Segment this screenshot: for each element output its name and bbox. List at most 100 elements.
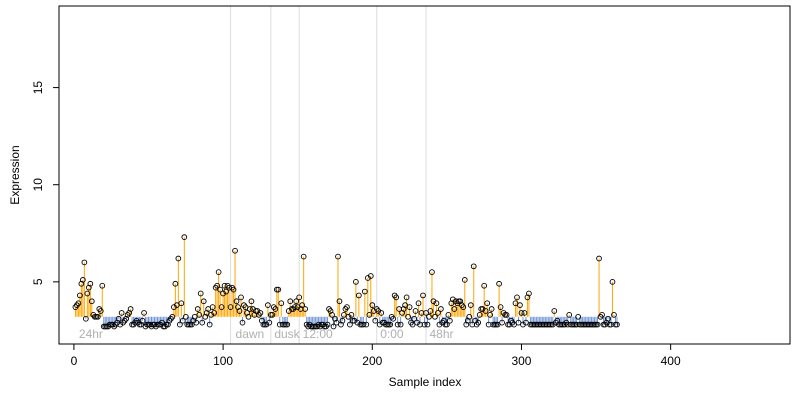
- data-point: [488, 306, 495, 312]
- data-point: [466, 313, 473, 320]
- data-point: [330, 323, 337, 330]
- data-point: [300, 253, 307, 260]
- data-point: [197, 290, 204, 297]
- data-point: [227, 304, 234, 310]
- data-point: [339, 317, 346, 324]
- data-point: [302, 306, 309, 312]
- data-point: [245, 313, 252, 320]
- data-point: [599, 312, 605, 318]
- data-point: [218, 304, 225, 310]
- data-point: [481, 282, 488, 289]
- data-point: [278, 300, 285, 307]
- data-point: [266, 319, 273, 326]
- data-point: [348, 312, 355, 318]
- data-point: [296, 294, 303, 301]
- data-point: [614, 321, 620, 328]
- data-point: [366, 312, 373, 318]
- data-point: [460, 304, 467, 310]
- data-point: [265, 302, 271, 308]
- y-tick-label: 15: [31, 81, 45, 95]
- data-point: [196, 312, 203, 318]
- data-point: [461, 277, 468, 283]
- data-point: [176, 321, 183, 328]
- data-point: [387, 321, 394, 328]
- data-point: [363, 321, 370, 328]
- data-point: [141, 310, 147, 316]
- data-point: [367, 273, 374, 279]
- data-point: [397, 321, 404, 328]
- data-point: [475, 319, 482, 326]
- data-point: [433, 300, 440, 307]
- data-point: [329, 312, 335, 318]
- data-point: [467, 302, 474, 308]
- data-point: [336, 298, 343, 305]
- data-point: [566, 312, 573, 318]
- data-point: [335, 253, 341, 260]
- data-point: [605, 315, 611, 322]
- data-point: [432, 313, 438, 320]
- data-point: [209, 304, 216, 310]
- data-point: [361, 288, 368, 295]
- region-label-layer: 24hr dawn dusk 12:00 0:00 48hr: [79, 327, 454, 341]
- data-point: [487, 312, 493, 318]
- data-point: [344, 304, 350, 310]
- data-point: [84, 290, 91, 297]
- data-point: [215, 269, 222, 275]
- data-point: [287, 298, 294, 305]
- data-point: [206, 321, 213, 328]
- data-point: [403, 294, 410, 301]
- data-point: [405, 313, 411, 320]
- data-point: [378, 310, 385, 316]
- data-point: [596, 255, 602, 262]
- data-point: [217, 286, 223, 293]
- x-tick-label: 200: [362, 354, 382, 368]
- data-point: [470, 263, 477, 270]
- time-divider-layer: [230, 6, 427, 344]
- data-point: [178, 300, 185, 307]
- data-point: [181, 234, 188, 241]
- data-point: [575, 313, 582, 320]
- data-point: [223, 288, 229, 295]
- data-point: [194, 306, 201, 312]
- region-label: dawn: [236, 327, 265, 341]
- x-tick-label: 0: [71, 354, 78, 368]
- data-point: [360, 321, 367, 328]
- point-layer: [72, 234, 620, 330]
- data-point: [390, 315, 397, 322]
- data-point: [291, 304, 298, 310]
- region-label: 48hr: [429, 327, 453, 341]
- data-point: [421, 321, 428, 328]
- data-point: [353, 278, 359, 285]
- data-point: [169, 313, 176, 320]
- data-point: [394, 321, 401, 328]
- x-tick-label: 100: [213, 354, 233, 368]
- data-point: [77, 292, 83, 299]
- data-point: [139, 317, 146, 324]
- data-point: [275, 286, 282, 293]
- data-point: [257, 310, 264, 316]
- data-point: [514, 294, 520, 301]
- data-point: [230, 286, 237, 293]
- data-point: [87, 280, 94, 287]
- data-point: [232, 247, 238, 254]
- data-point: [420, 292, 426, 299]
- data-point: [482, 308, 489, 314]
- data-point: [496, 280, 502, 287]
- data-point: [172, 280, 179, 287]
- data-point: [214, 282, 220, 289]
- data-point: [429, 269, 435, 275]
- data-point: [412, 308, 419, 314]
- axis-layer: 0 100 200 300 400 5 10 15: [31, 81, 681, 368]
- data-point: [94, 313, 101, 320]
- data-point: [200, 298, 207, 305]
- data-point: [526, 290, 532, 297]
- data-point: [97, 308, 104, 314]
- data-point: [324, 321, 331, 328]
- data-point: [476, 312, 483, 318]
- data-point: [238, 294, 244, 301]
- data-point: [356, 292, 362, 299]
- data-point: [447, 317, 453, 324]
- data-point: [199, 319, 206, 326]
- data-point: [175, 255, 182, 262]
